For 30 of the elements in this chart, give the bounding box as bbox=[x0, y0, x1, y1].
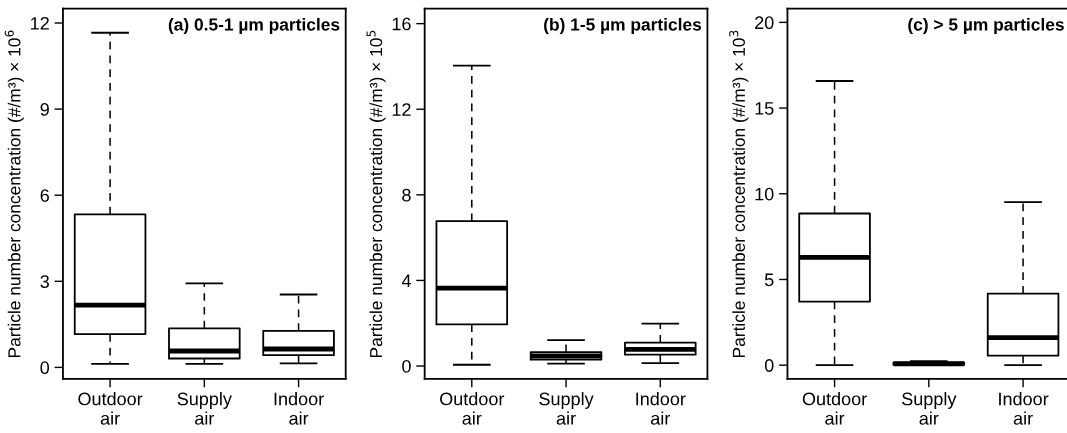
y-tick-label: 10 bbox=[755, 187, 774, 201]
y-tick-label: 0 bbox=[764, 359, 774, 372]
chart-title: (b) 1-5 µm particles bbox=[544, 17, 702, 35]
y-tick-label: 12 bbox=[31, 16, 49, 30]
chart-title: (a) 0.5-1 µm particles bbox=[168, 17, 340, 35]
y-tick-label: 15 bbox=[755, 102, 774, 115]
y-tick-label: 8 bbox=[402, 188, 411, 202]
x-tick-label: Outdoor air bbox=[802, 392, 867, 425]
x-tick-label: Supply air bbox=[539, 392, 594, 425]
y-tick-label: 5 bbox=[764, 273, 774, 287]
y-axis-title: Particle number concentration (#/m³) × 10$^{6}$ bbox=[4, 30, 24, 358]
y-tick-label: 12 bbox=[392, 103, 411, 116]
x-tick-label: Outdoor air bbox=[78, 392, 143, 425]
y-tick-label: 6 bbox=[40, 189, 49, 202]
y-tick-label: 0 bbox=[402, 359, 411, 373]
y-tick-label: 3 bbox=[40, 275, 49, 289]
y-axis-title: Particle number concentration (#/m³) × 10$^{5}$ bbox=[366, 30, 386, 358]
y-axis-title: Particle number concentration (#/m³) × 10$^{3}$ bbox=[729, 30, 749, 358]
y-tick-label: 4 bbox=[401, 274, 411, 287]
x-tick-label: Supply air bbox=[177, 392, 232, 425]
y-tick-label: 9 bbox=[40, 103, 49, 116]
y-tick-label: 20 bbox=[755, 16, 774, 30]
x-tick-label: Supply air bbox=[902, 392, 957, 425]
x-tick-label: Indoor air bbox=[999, 392, 1049, 425]
x-tick-label: Outdoor air bbox=[440, 392, 505, 425]
x-tick-label: Indoor air bbox=[274, 392, 324, 425]
x-tick-label: Indoor air bbox=[636, 392, 686, 425]
chart-title: (c) > 5 µm particles bbox=[908, 17, 1064, 35]
y-tick-label: 16 bbox=[392, 17, 411, 31]
y-tick-label: 0 bbox=[40, 361, 50, 375]
